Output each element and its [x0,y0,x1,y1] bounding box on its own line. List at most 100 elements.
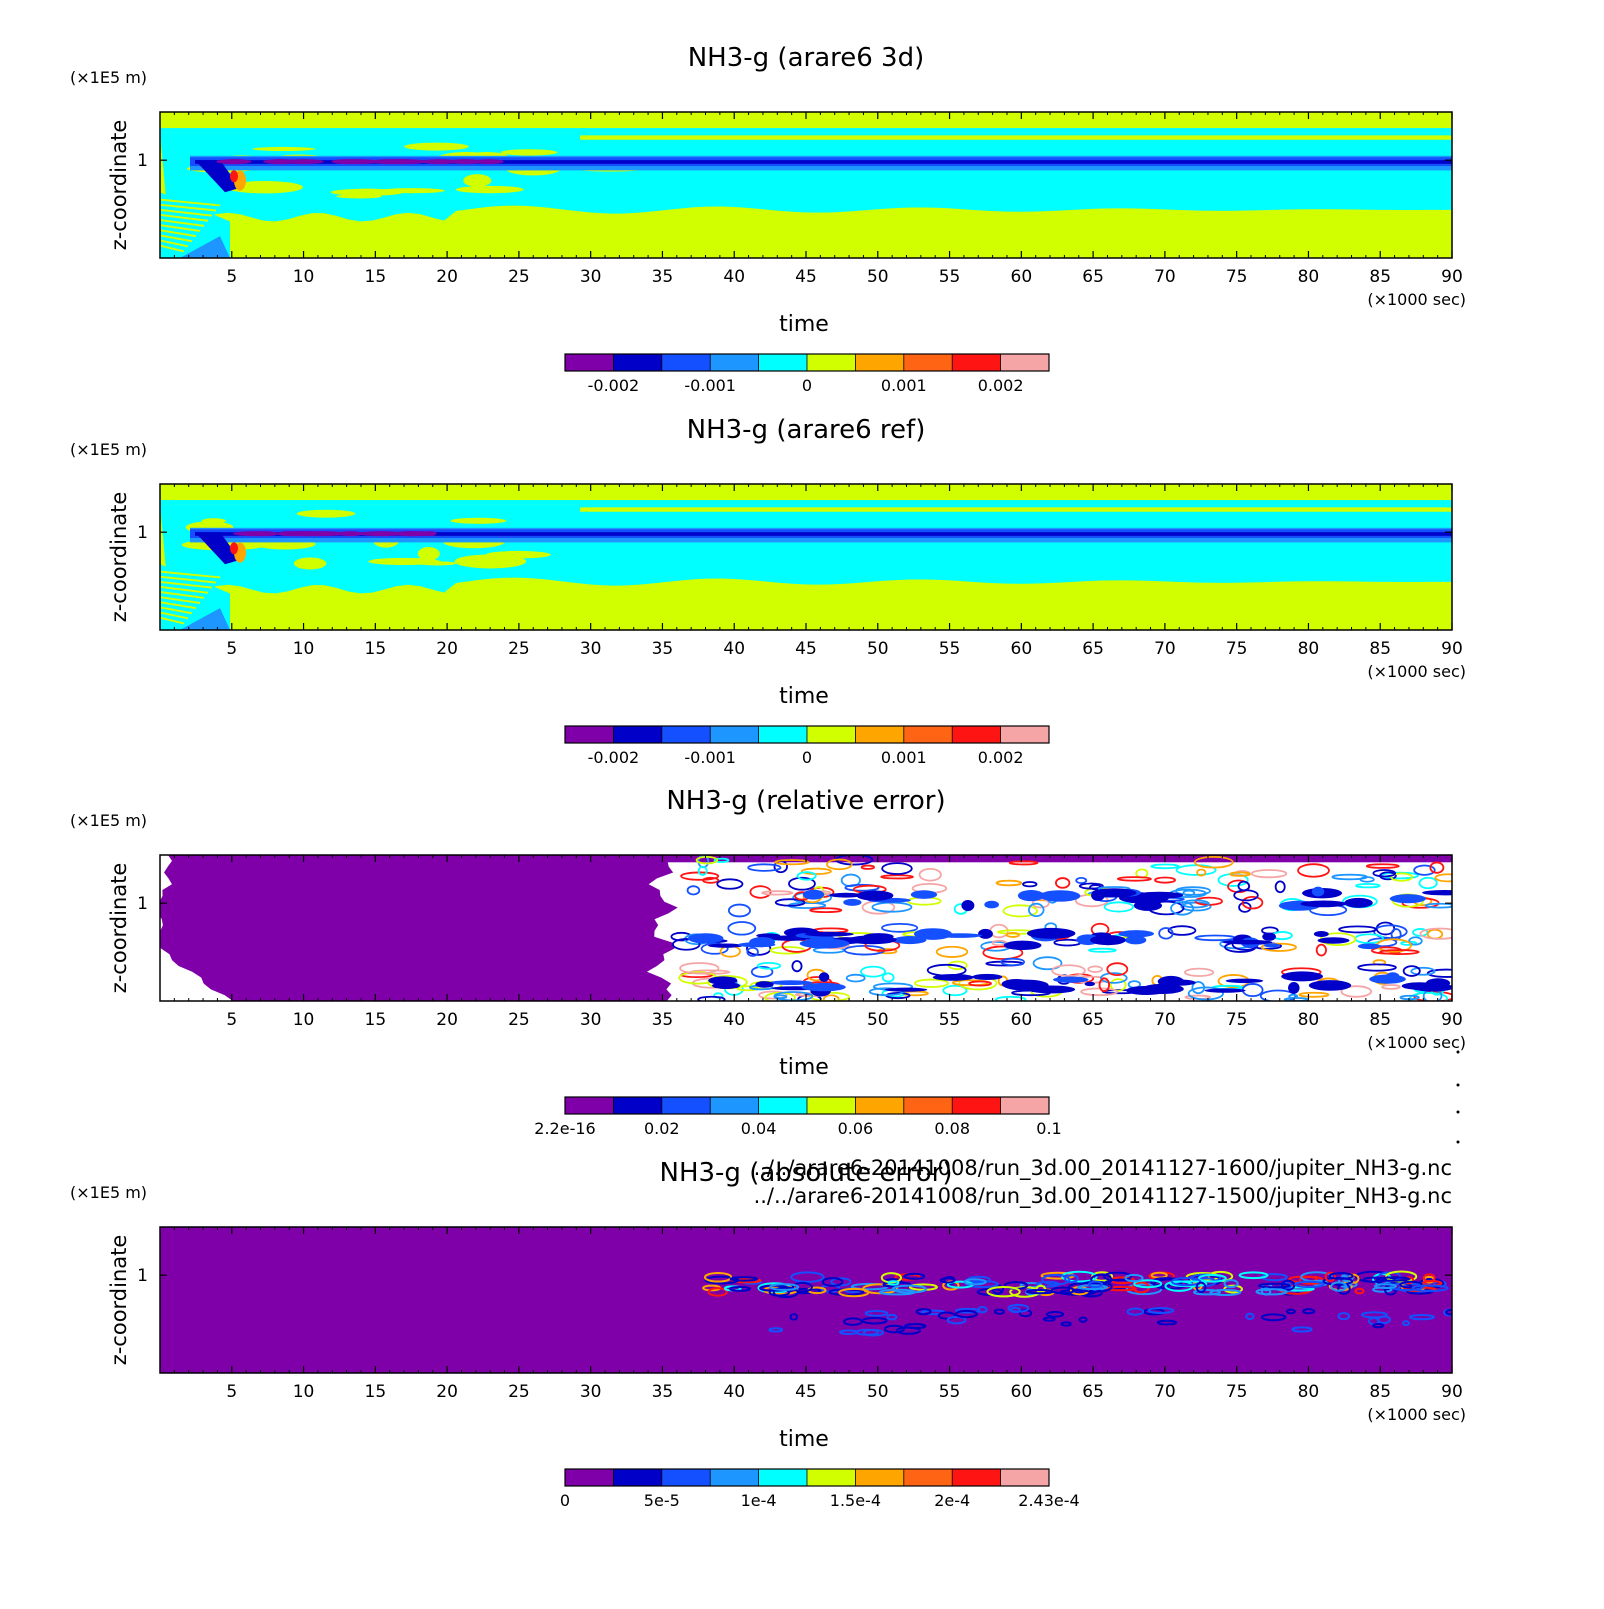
field-region [1141,983,1184,995]
field-region [1260,1287,1272,1296]
field-region [727,921,757,936]
x-tick-label: 70 [1154,267,1176,287]
colorbar-swatch [661,354,711,371]
field-region [230,542,238,555]
colorbar-swatch [758,1469,808,1486]
colorbar-swatch [661,726,711,743]
x-tick-label: 25 [508,1382,530,1402]
field-region [845,973,866,983]
colorbar-swatch [613,1097,663,1114]
field-region [455,185,524,194]
colorbar: -0.002 -0.001 0 0.001 0.002 [564,353,1050,395]
field-region [216,159,252,165]
x-tick-label: 75 [1226,267,1248,287]
field-region [864,1309,889,1317]
field-region [697,865,708,876]
field-region [1009,1306,1021,1314]
field-region [1344,897,1373,908]
field-region [248,531,279,537]
field-region [860,965,886,978]
field-region [1039,890,1081,902]
x-tick-label: 35 [652,1382,674,1402]
field-region [160,591,205,599]
field-region [1281,971,1324,982]
field-region [1354,1287,1365,1295]
field-region [1196,868,1207,877]
field-region [1091,888,1137,898]
field-region [160,239,189,248]
field-region [160,580,213,589]
field-region [790,1271,825,1283]
field-region [1098,977,1110,993]
field-region [1025,1289,1055,1295]
field-region [160,224,201,232]
field-region [423,531,437,537]
field-region [700,942,729,955]
field-region [913,928,952,940]
field-region [1250,869,1288,879]
x-tick-label: 45 [795,639,817,659]
field-region [839,1329,859,1335]
field-region [1297,863,1330,878]
field-region [860,864,875,870]
field-region [968,980,992,987]
x-tick-label: 10 [293,1382,315,1402]
field-region [160,229,197,238]
x-tick-label: 45 [795,1010,817,1030]
field-region [1078,1316,1088,1323]
x-axis: 5 10 15 20 25 30 35 40 45 50 55 60 65 70 75 80 85 90 [173,112,1463,287]
field-region [1124,1273,1144,1283]
colorbar-tick-label: 0.001 [881,376,927,395]
field-region [963,1278,987,1286]
field-region [160,855,678,1001]
field-region [1260,1313,1287,1322]
colorbar-swatch [952,1469,1002,1486]
colorbar-tick-label: 0 [560,1491,570,1510]
field-region [1238,1271,1269,1280]
colorbar-swatch [710,1097,760,1114]
field-region [769,1283,800,1291]
field-region [844,883,880,892]
colorbar-tick-label: 0.02 [644,1119,680,1138]
field-region [1116,876,1152,882]
field-region [935,945,969,958]
x-tick-label: 80 [1298,267,1320,287]
x-tick-label: 60 [1011,1010,1033,1030]
colorbar: 0 5e-5 1e-4 1.5e-4 2e-4 2.43e-4 [560,1468,1080,1510]
field-region [1263,943,1280,948]
colorbar-swatch [952,726,1002,743]
field-region [160,504,1452,594]
colorbar-tick-label: 0 [802,748,812,767]
field-region [1413,864,1436,876]
x-tick-label: 60 [1011,1382,1033,1402]
field-region [333,159,381,165]
field-region [160,500,1452,505]
field-region [1156,1319,1178,1326]
field-region [1204,988,1246,993]
x-tick-label: 75 [1226,639,1248,659]
field-region [993,1308,1005,1315]
field-region [1209,1288,1242,1297]
x-tick-label: 35 [652,267,674,287]
field-region [826,858,853,871]
field-region [1158,927,1174,940]
colorbar-swatch [758,354,808,371]
colorbar-swatch [710,354,760,371]
field-region [160,208,213,217]
field-region [774,859,810,866]
field-region [895,1326,921,1335]
field-region [955,1307,981,1314]
field-region [1133,900,1163,911]
x-tick-label: 5 [226,1382,237,1402]
field-region [1008,860,1039,866]
x-tick-label: 50 [867,1382,889,1402]
colorbar-tick-label: 0.1 [1036,1119,1061,1138]
field-region [662,855,1452,863]
x-tick-label: 25 [508,267,530,287]
field-region [160,596,201,604]
field-region [1288,993,1299,999]
x-tick-label: 30 [580,1382,602,1402]
field-region [1193,855,1234,869]
field-region [448,159,483,165]
field-region [789,1313,799,1321]
